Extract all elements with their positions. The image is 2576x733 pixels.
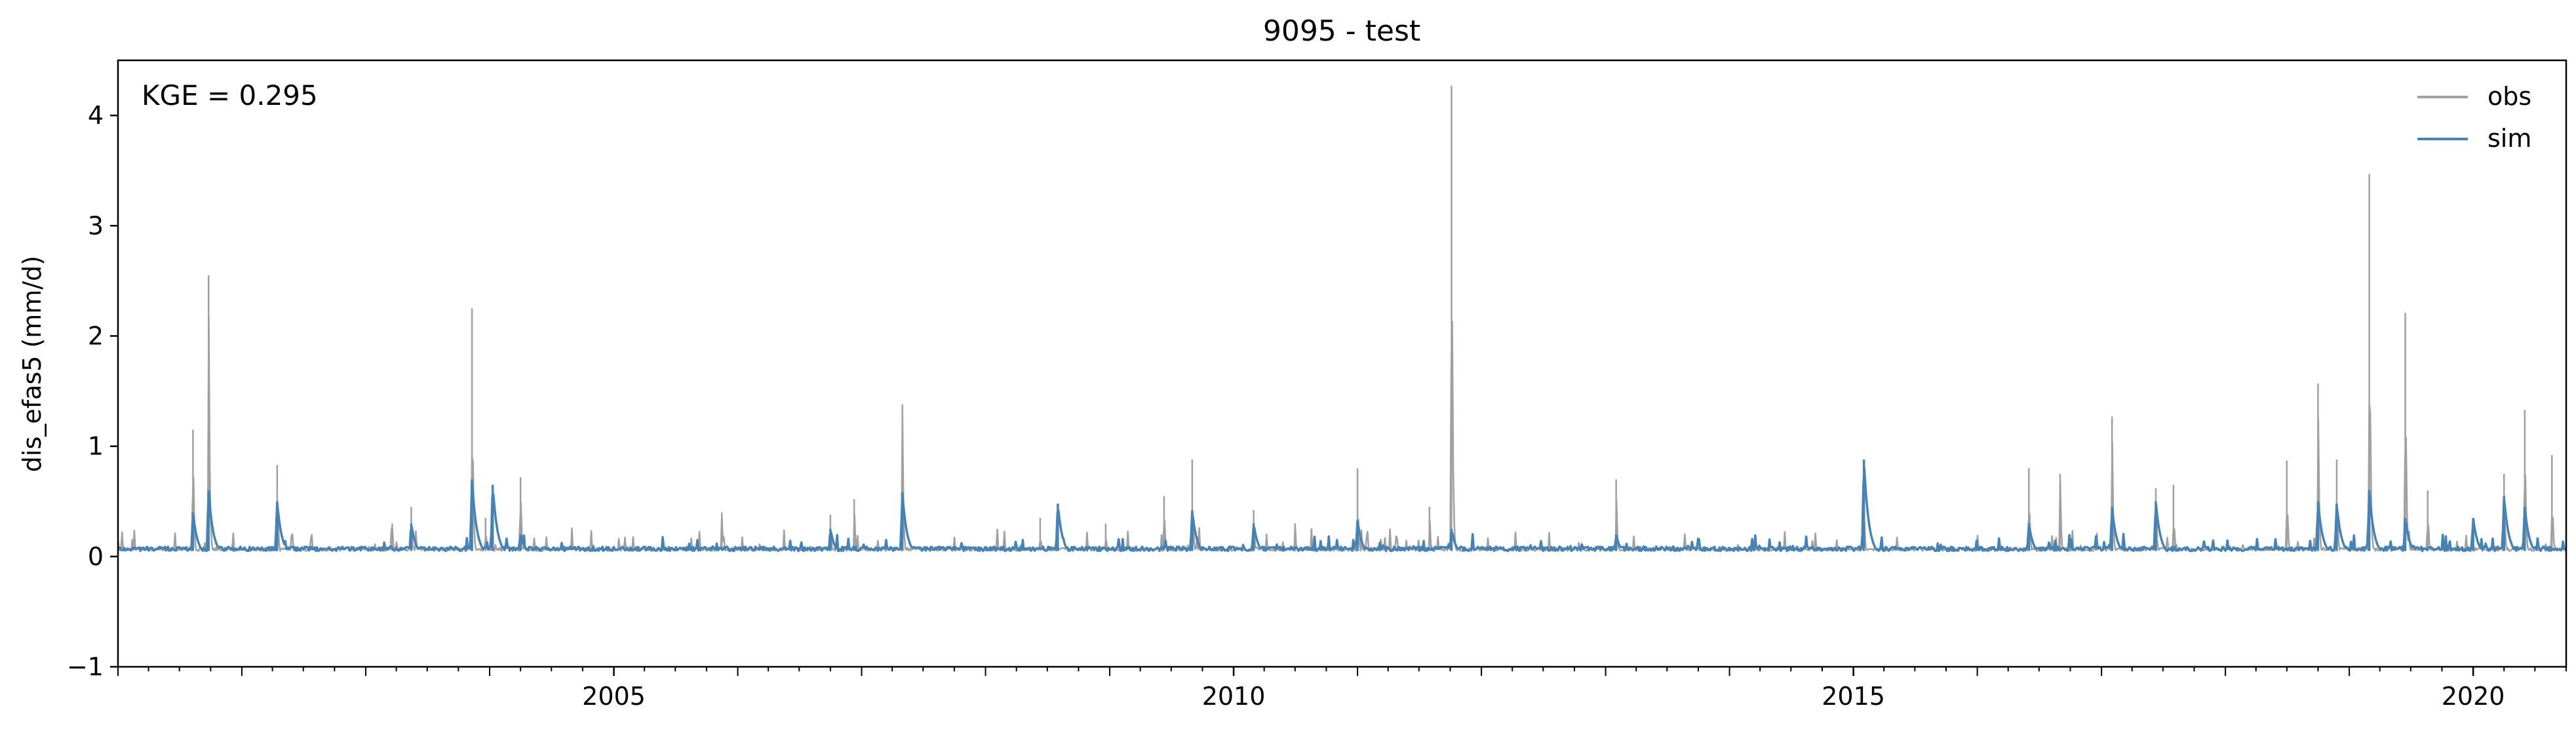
series-layer (118, 85, 2566, 553)
kge-annotation: KGE = 0.295 (142, 79, 318, 111)
series-line-sim (118, 466, 2566, 553)
y-tick-label: 0 (88, 542, 104, 571)
y-tick-label: 3 (88, 211, 104, 240)
legend-sim-label: sim (2488, 124, 2531, 153)
legend: obs sim (2417, 82, 2531, 153)
legend-obs-label: obs (2488, 82, 2531, 111)
x-tick-label: 2010 (1202, 682, 1266, 711)
y-tick-label: 4 (88, 101, 104, 130)
y-axis-label: dis_efas5 (mm/d) (18, 256, 47, 472)
chart-title: 9095 - test (1263, 14, 1420, 48)
y-tick-label: 2 (88, 321, 104, 350)
x-tick-label: 2015 (1822, 682, 1885, 711)
y-tick-label: −1 (67, 652, 104, 681)
axis-layer: −1 0 1 2 3 4 2005 2010 2015 2020 (67, 101, 2567, 711)
x-tick-label: 2005 (582, 682, 646, 711)
x-tick-label: 2020 (2442, 682, 2505, 711)
plot-frame (117, 59, 2567, 668)
y-tick-label: 1 (88, 432, 104, 461)
